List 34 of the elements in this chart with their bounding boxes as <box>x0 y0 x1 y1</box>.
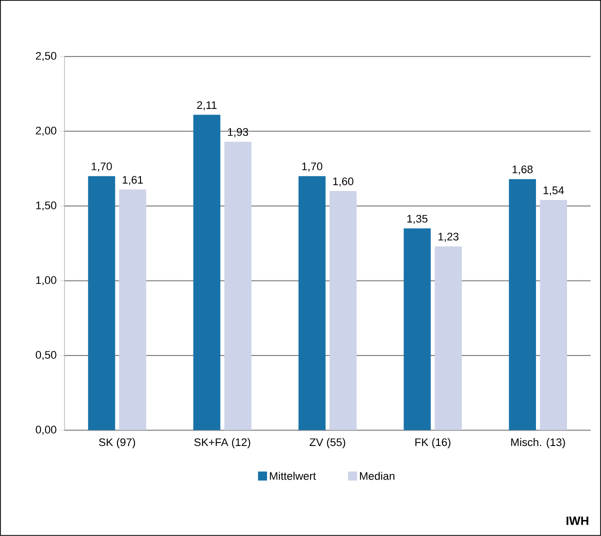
bar <box>88 176 116 430</box>
text: IWH <box>566 516 588 525</box>
bar <box>540 200 568 430</box>
bar <box>434 246 462 430</box>
y-tick-label: 1,50 <box>36 202 56 211</box>
legend-label: Mittelwert <box>270 472 316 480</box>
data-label: 2,11 <box>197 101 217 110</box>
data-label: 1,35 <box>407 214 428 224</box>
data-label: 1,70 <box>92 162 112 172</box>
data-label: 1,60 <box>333 178 354 187</box>
data-label: 1,54 <box>544 186 564 196</box>
legend-label: Median <box>360 472 394 480</box>
y-tick-label: 0,50 <box>36 351 56 360</box>
bar <box>224 142 252 430</box>
bar <box>508 179 536 430</box>
x-tick-label: FK (16) <box>415 438 450 448</box>
x-tick-label: SK (97) <box>99 438 136 448</box>
data-label: 1,68 <box>512 166 533 175</box>
data-label: 1,93 <box>228 128 248 138</box>
y-tick-label: 2,50 <box>36 52 56 62</box>
bar <box>298 176 326 430</box>
data-label: 1,61 <box>122 176 143 186</box>
data-label: 1,23 <box>438 232 458 242</box>
bar <box>193 114 220 430</box>
bar <box>404 228 431 430</box>
bar <box>119 190 146 430</box>
x-tick-label: Misch. (13) <box>511 438 565 448</box>
y-tick-label: 1,00 <box>36 276 56 286</box>
x-tick-label: SK+FA (12) <box>194 438 250 448</box>
data-label: 1,70 <box>302 162 322 172</box>
y-tick-label: 2,00 <box>36 126 56 136</box>
x-tick-label: ZV (55) <box>310 438 346 448</box>
bar <box>330 191 357 430</box>
y-tick-label: 0,00 <box>36 426 56 435</box>
